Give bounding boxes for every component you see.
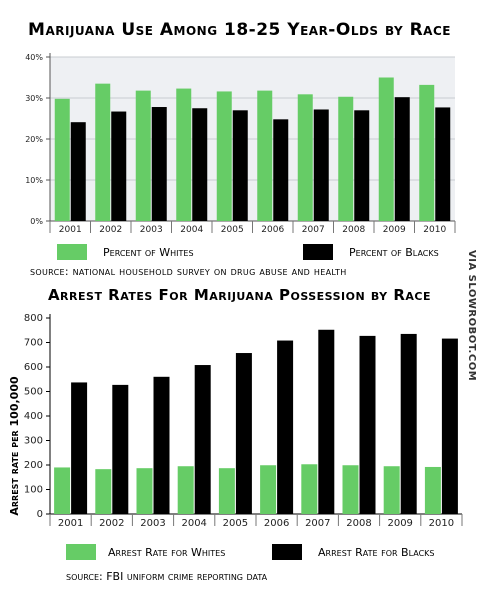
chart2-bar-whites [342, 465, 359, 514]
chart1-ytick-label: 0% [30, 217, 43, 226]
watermark: VIA SLOWROBOT.COM [466, 250, 477, 382]
chart1-xtick-label: 2002 [99, 225, 122, 235]
chart2-xtick-label: 2007 [305, 518, 330, 529]
chart1-ytick-label: 30% [25, 94, 43, 103]
chart2-ytick-label: 400 [24, 411, 43, 422]
chart1-bar-blacks [435, 107, 451, 221]
chart2-bar-blacks [400, 333, 417, 514]
chart1-xtick-label: 2005 [221, 225, 244, 235]
chart2-legend-swatch [272, 544, 302, 560]
chart1-bar-blacks [111, 111, 127, 221]
chart1-bar-blacks [70, 122, 86, 221]
chart1-xtick-label: 2007 [302, 225, 325, 235]
chart1-source: source: national household survey on dru… [30, 265, 347, 278]
chart1-legend-swatch [57, 244, 87, 260]
chart1-bar-whites [176, 88, 192, 221]
chart2-bar-blacks [441, 338, 458, 514]
chart2-xtick-label: 2003 [140, 518, 165, 529]
chart2-ytick-label: 800 [24, 313, 43, 324]
chart2-bar-whites [95, 469, 112, 514]
chart2-title: Arrest Rates For Marijuana Possession by… [47, 286, 432, 304]
chart1-xtick-label: 2006 [261, 225, 284, 235]
chart1-bar-whites [54, 98, 70, 221]
chart1-bar-whites [135, 90, 151, 222]
chart2-y-axis-label: Arrest rate per 100,000 [8, 376, 21, 516]
chart2-bar-whites [424, 466, 441, 514]
chart2-xtick-label: 2006 [264, 518, 289, 529]
chart1-xtick-label: 2004 [180, 225, 203, 235]
chart2-bar-blacks [318, 329, 335, 514]
chart2-bar-whites [301, 464, 318, 514]
chart2-legend-label: Arrest Rate for Whites [108, 546, 225, 559]
chart2-ytick-label: 0 [37, 509, 43, 520]
chart2-ytick-label: 100 [24, 485, 43, 496]
chart1-bar-blacks [313, 109, 329, 221]
chart1-bar-whites [216, 91, 232, 221]
chart1-bar-whites [95, 83, 111, 222]
chart1-xtick-label: 2010 [423, 225, 446, 235]
chart1-legend-label: Percent of Blacks [349, 246, 439, 259]
chart2-bar-whites [260, 465, 277, 514]
chart2-bar-whites [218, 468, 235, 514]
chart2-bar-whites [177, 466, 194, 514]
chart2-ytick-label: 500 [24, 387, 43, 398]
chart2-bar-blacks [153, 376, 170, 514]
chart2-xtick-label: 2009 [387, 518, 412, 529]
chart2-bar-blacks [359, 335, 376, 514]
chart2-xtick-label: 2004 [181, 518, 206, 529]
chart2-bar-whites [383, 466, 400, 514]
chart2-xtick-label: 2010 [429, 518, 454, 529]
chart2-ytick-label: 300 [24, 436, 43, 447]
chart2-ytick-label: 200 [24, 460, 43, 471]
chart1-xtick-label: 2003 [140, 225, 163, 235]
chart1-bar-whites [257, 90, 273, 222]
chart2-legend-swatch [66, 544, 96, 560]
chart1-legend-swatch [303, 244, 333, 260]
chart1-bar-whites [338, 96, 354, 221]
chart1-bar-blacks [192, 108, 208, 221]
chart1-bar-blacks [151, 107, 167, 221]
chart1-ytick-label: 40% [25, 53, 43, 62]
chart2-bar-blacks [194, 365, 211, 514]
chart1-ytick-label: 20% [25, 135, 43, 144]
chart1-ytick-label: 10% [25, 176, 43, 185]
chart1-bar-blacks [394, 97, 410, 221]
chart1-bar-blacks [232, 110, 248, 221]
chart2-bar-whites [54, 467, 71, 514]
chart2-xtick-label: 2005 [223, 518, 248, 529]
chart1-legend-label: Percent of Whites [103, 246, 194, 259]
chart2-bar-whites [136, 468, 153, 514]
chart2-xtick-label: 2002 [99, 518, 124, 529]
chart2-legend-label: Arrest Rate for Blacks [318, 546, 434, 559]
chart2-bar-blacks [112, 384, 129, 514]
chart2-bar-blacks [71, 382, 88, 514]
chart1-bar-whites [297, 94, 313, 221]
chart2-xtick-label: 2001 [58, 518, 83, 529]
chart2-bar-blacks [277, 340, 294, 514]
chart1-xtick-label: 2001 [59, 225, 82, 235]
chart1-xtick-label: 2008 [342, 225, 365, 235]
chart2-ytick-label: 600 [24, 362, 43, 373]
chart2-bar-blacks [235, 353, 252, 514]
chart1-bar-blacks [273, 119, 289, 221]
chart2-xtick-label: 2008 [346, 518, 371, 529]
chart1-bar-whites [419, 84, 435, 221]
chart2-source: source: FBI uniform crime reporting data [66, 570, 268, 583]
chart2-ytick-label: 700 [24, 338, 43, 349]
chart1-bar-blacks [354, 110, 370, 221]
chart1-title: Marijuana Use Among 18-25 Year-Olds by R… [28, 20, 451, 40]
chart1-xtick-label: 2009 [383, 225, 406, 235]
chart1-bar-whites [378, 77, 394, 221]
